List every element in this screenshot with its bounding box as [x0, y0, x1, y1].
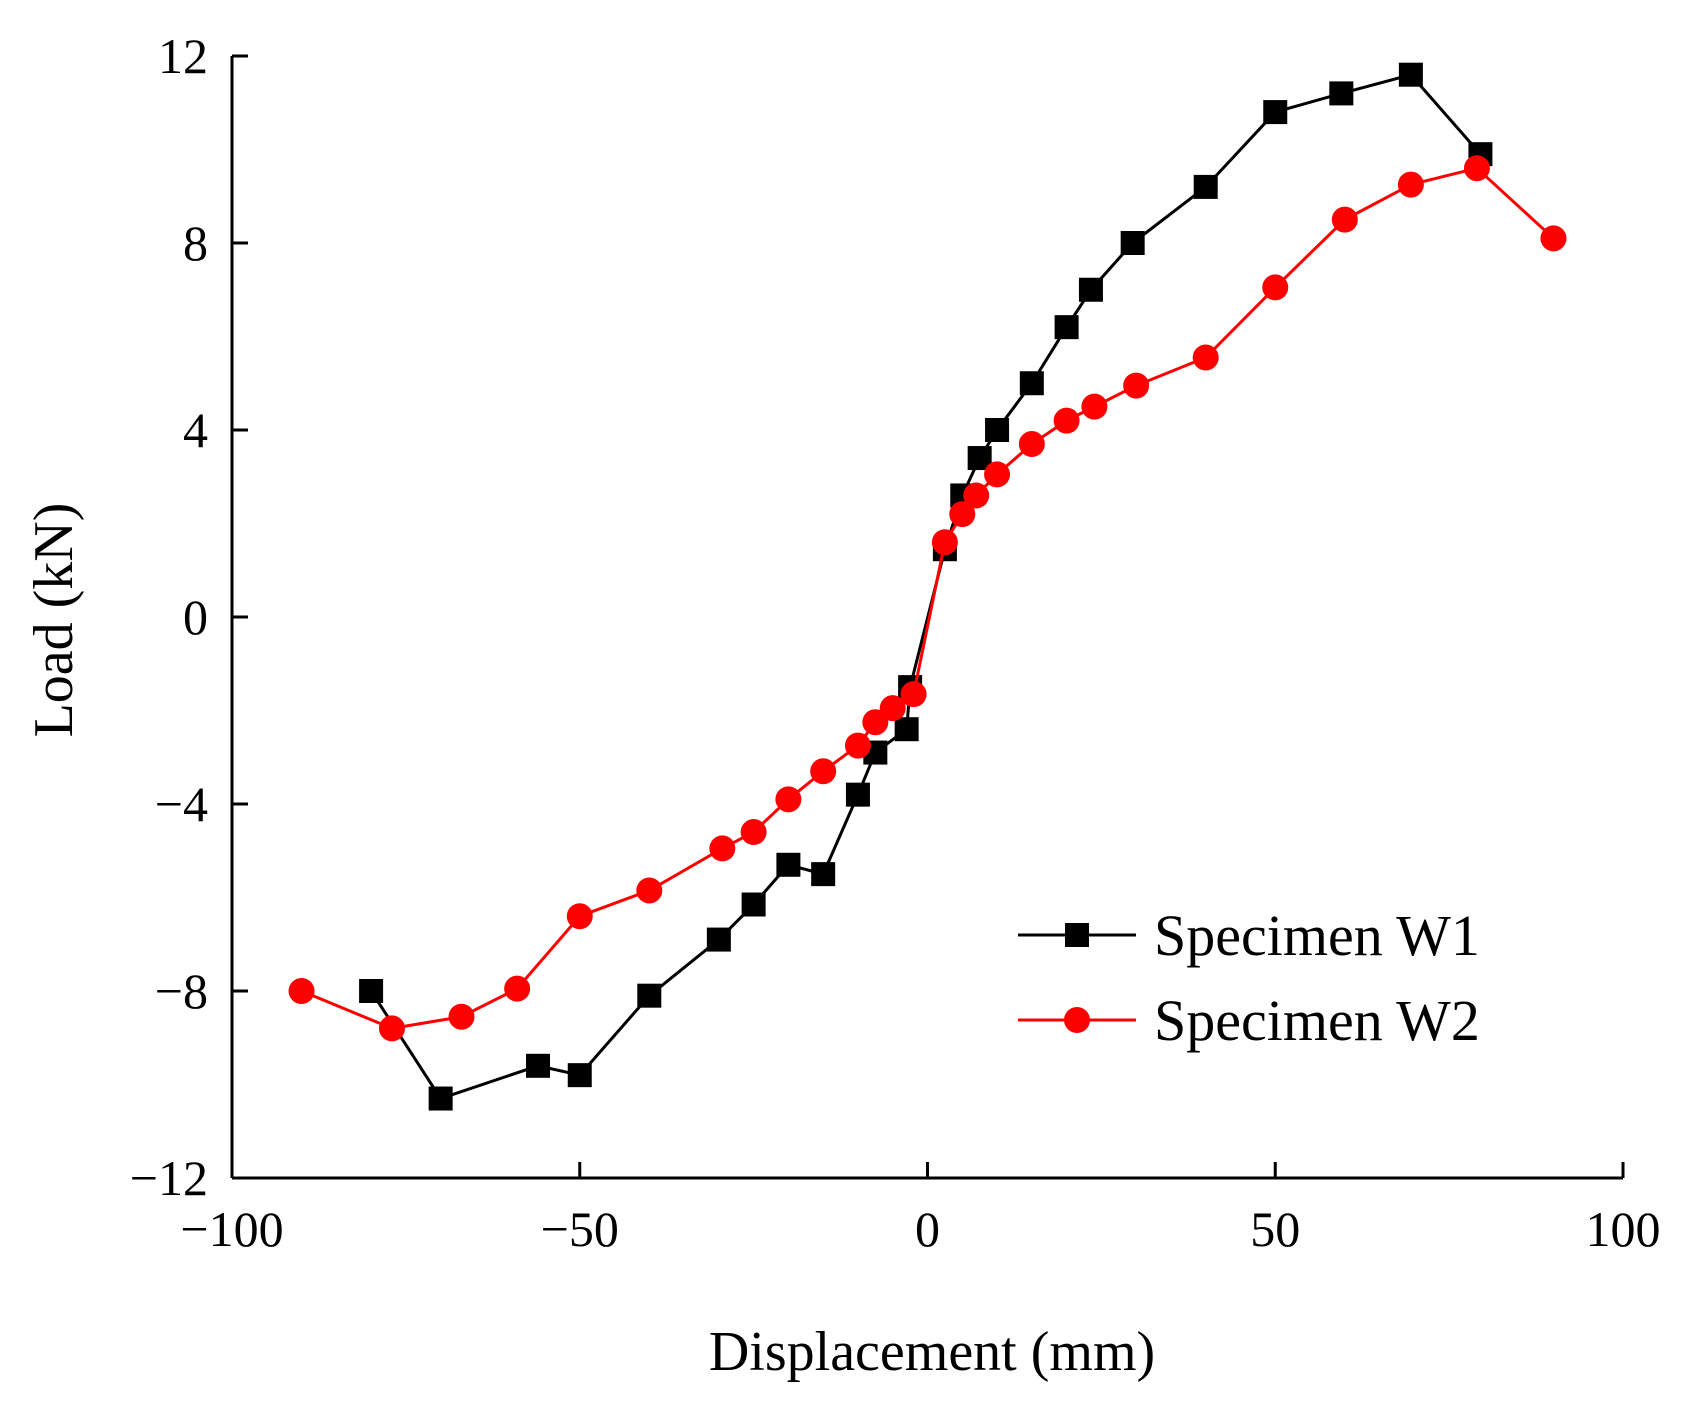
data-point-1 — [1193, 174, 1218, 199]
data-point-1 — [1120, 231, 1145, 255]
y-axis-title: Load (kN) — [23, 503, 85, 738]
data-point-2 — [879, 695, 906, 722]
data-point-2 — [378, 1015, 405, 1042]
data-point-2 — [448, 1003, 475, 1030]
data-point-2 — [566, 903, 593, 930]
data-point-2 — [1053, 407, 1080, 434]
data-point-2 — [1540, 225, 1567, 252]
data-point-1 — [428, 1086, 453, 1111]
data-point-1 — [1398, 62, 1423, 87]
data-point-2 — [984, 461, 1011, 488]
y-tick-label: 4 — [183, 402, 208, 458]
data-point-1 — [811, 862, 836, 887]
data-point-2 — [740, 819, 767, 846]
data-point-2 — [1192, 344, 1219, 371]
data-point-1 — [526, 1053, 551, 1078]
data-point-1 — [359, 979, 384, 1003]
series-2 — [288, 155, 1567, 1042]
data-point-2 — [1123, 372, 1150, 399]
data-point-1 — [845, 782, 870, 807]
data-point-2 — [1397, 171, 1424, 198]
data-point-1 — [1078, 277, 1103, 302]
axes: −100 −50 0 50 100 −12 −8 −4 0 4 8 12 — [130, 28, 1661, 1257]
data-point-1 — [1054, 315, 1079, 340]
y-tick-label: 0 — [183, 589, 208, 645]
data-point-2 — [844, 732, 871, 759]
data-point-1 — [706, 927, 731, 952]
data-point-1 — [637, 983, 662, 1008]
data-point-2 — [709, 835, 736, 862]
y-tick-label: 8 — [183, 215, 208, 271]
data-point-2 — [1018, 431, 1045, 458]
legend-label-1: Specimen W1 — [1154, 903, 1480, 968]
x-tick-label: 100 — [1586, 1201, 1661, 1257]
data-point-1 — [894, 717, 919, 742]
data-point-2 — [1463, 155, 1490, 182]
data-point-1 — [1329, 81, 1354, 106]
y-tick-label: −8 — [155, 963, 208, 1019]
legend-label-2: Specimen W2 — [1154, 988, 1480, 1053]
data-point-2 — [775, 786, 802, 813]
data-point-2 — [949, 501, 976, 528]
x-tick-label: 0 — [915, 1201, 940, 1257]
x-tick-label: −50 — [541, 1201, 619, 1257]
data-point-2 — [636, 877, 663, 904]
data-point-2 — [900, 681, 927, 708]
data-point-2 — [288, 978, 315, 1004]
data-point-2 — [1081, 393, 1108, 420]
legend: Specimen W1 Specimen W2 — [1018, 903, 1480, 1053]
data-point-1 — [985, 418, 1010, 442]
x-tick-label: 50 — [1250, 1201, 1300, 1257]
data-point-2 — [862, 709, 889, 736]
series-1 — [359, 62, 1493, 1111]
y-tick-label: 12 — [158, 28, 208, 84]
data-point-2 — [504, 975, 531, 1002]
data-point-1 — [1263, 100, 1288, 125]
y-tick-label: −4 — [155, 776, 208, 832]
data-point-2 — [931, 529, 958, 556]
data-point-2 — [1331, 206, 1358, 233]
data-point-1 — [741, 892, 766, 917]
data-point-1 — [567, 1063, 592, 1088]
data-point-2 — [1262, 274, 1289, 301]
data-point-1 — [776, 852, 801, 877]
series-line-2 — [300, 166, 1555, 1030]
x-tick-label: −100 — [180, 1201, 283, 1257]
x-axis-title: Displacement (mm) — [709, 1321, 1155, 1383]
y-tick-label: −12 — [130, 1150, 208, 1206]
data-point-2 — [963, 482, 990, 509]
legend-marker-2 — [1064, 1007, 1090, 1033]
data-point-1 — [1019, 371, 1044, 396]
series-layer — [288, 62, 1567, 1111]
data-point-2 — [810, 758, 837, 785]
legend-marker-1 — [1065, 923, 1089, 947]
